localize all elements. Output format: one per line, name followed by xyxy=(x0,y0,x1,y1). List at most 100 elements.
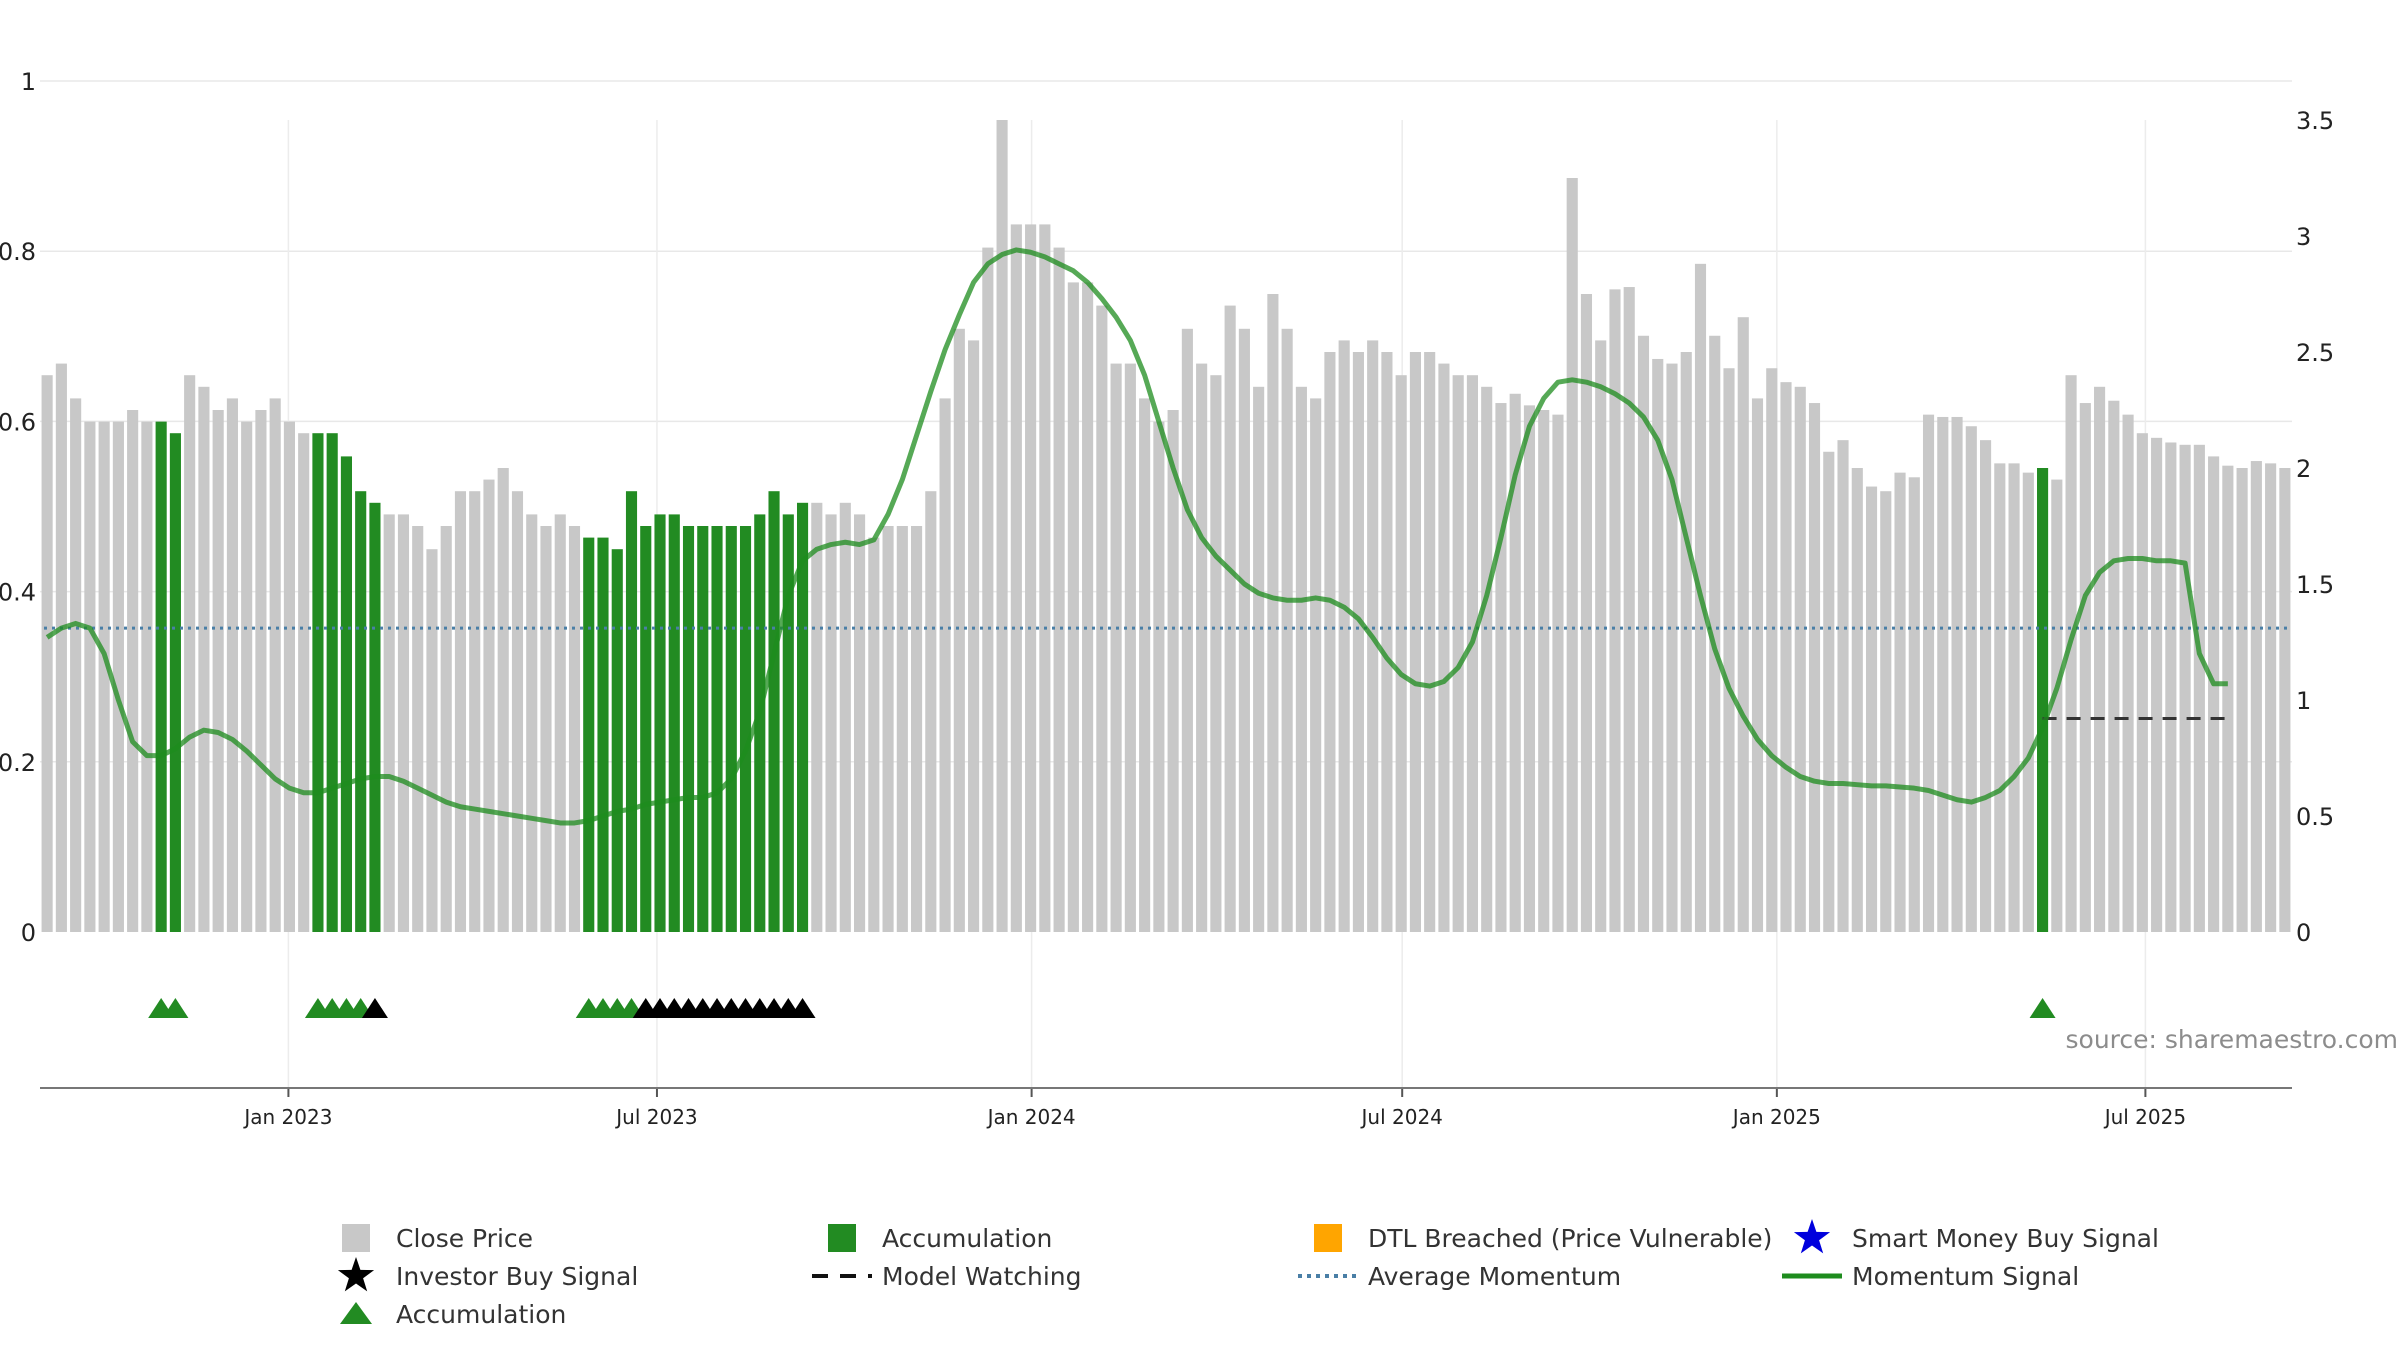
close-price-bar xyxy=(2122,414,2134,932)
close-price-bar xyxy=(1723,368,1735,932)
accumulation-bar xyxy=(369,502,381,932)
legend-swatch-dtl xyxy=(1314,1224,1342,1252)
close-price-bar xyxy=(198,386,210,932)
close-price-bar xyxy=(1067,282,1079,932)
right-axis-tick-label: 0 xyxy=(2296,919,2311,947)
accumulation-bar xyxy=(611,549,623,932)
legend-label: Smart Money Buy Signal xyxy=(1852,1224,2159,1253)
x-axis-tick-label: Jan 2025 xyxy=(1731,1105,1821,1129)
close-price-bar xyxy=(1509,393,1521,932)
close-price-bar xyxy=(2136,433,2148,932)
accumulation-bar xyxy=(155,421,167,932)
accumulation-bar xyxy=(654,514,666,932)
close-price-bar xyxy=(2008,463,2020,932)
legend-label: Accumulation xyxy=(396,1300,566,1329)
close-price-bar xyxy=(1609,289,1621,932)
close-price-bar xyxy=(1823,451,1835,932)
accumulation-bar xyxy=(597,537,609,932)
x-axis-tick-label: Jan 2023 xyxy=(242,1105,332,1129)
momentum-signal-line xyxy=(45,247,2228,826)
left-axis-tick-label: 0.4 xyxy=(0,579,36,607)
close-price-bar xyxy=(2208,456,2220,932)
close-price-bar xyxy=(383,514,395,932)
legend: Close Price Accumulation DTL Breached (Pri… xyxy=(337,1219,2159,1329)
close-price-bar xyxy=(454,491,467,932)
signal-markers xyxy=(148,998,2056,1018)
legend-label: Average Momentum xyxy=(1368,1262,1621,1291)
close-price-bar xyxy=(1196,363,1208,933)
close-price-bar xyxy=(1481,386,1493,932)
close-price-bar xyxy=(1666,363,1678,933)
close-price-bar xyxy=(426,549,438,932)
close-price-bar xyxy=(568,526,581,932)
right-axis-tick-label: 2 xyxy=(2296,455,2311,483)
close-price-bar xyxy=(1794,386,1806,932)
legend-label: Investor Buy Signal xyxy=(396,1262,638,1291)
close-price-bar xyxy=(2179,444,2191,932)
close-price-bar xyxy=(526,514,538,932)
close-price-bar xyxy=(1523,405,1536,932)
close-price-bar xyxy=(1139,398,1151,932)
accumulation-bar xyxy=(796,502,809,932)
close-price-bar xyxy=(1538,410,1550,932)
close-price-bar xyxy=(982,247,994,933)
close-price-bar xyxy=(1053,247,1065,933)
close-price-bar xyxy=(2250,461,2262,932)
close-price-bar xyxy=(397,514,410,932)
close-price-bar xyxy=(1580,294,1593,932)
accumulation-bar xyxy=(355,491,367,932)
close-price-bar xyxy=(1709,335,1721,932)
left-axis-tick-label: 1 xyxy=(21,68,36,96)
close-price-bar xyxy=(1310,398,1322,932)
accumulation-triangle xyxy=(2029,998,2056,1018)
close-price-bar xyxy=(412,526,424,932)
close-price-bar xyxy=(1894,472,1906,932)
close-price-bar xyxy=(853,514,866,932)
close-price-bar xyxy=(483,479,495,932)
close-price-bar xyxy=(1395,375,1407,932)
legend-label: Close Price xyxy=(396,1224,533,1253)
close-price-bar xyxy=(811,502,823,932)
close-price-bar xyxy=(1566,178,1578,932)
accumulation-bar xyxy=(169,433,181,932)
close-price-bar xyxy=(1937,416,1949,933)
close-price-bar xyxy=(2265,463,2277,932)
close-price-bar xyxy=(127,410,139,932)
close-price-bar xyxy=(2222,465,2234,932)
accumulation-triangle xyxy=(162,998,189,1018)
close-price-bar xyxy=(241,421,253,932)
close-price-bar xyxy=(925,491,937,932)
close-price-bar xyxy=(1452,375,1464,932)
axes: 0 0.2 0.4 0.6 0.8 1 0 0.5 1 1.5 2 2.5 3 3.5 Jan 2023 Ju… xyxy=(0,68,2334,1129)
accumulation-bar xyxy=(768,491,780,932)
legend-triangle-accumulation xyxy=(340,1302,372,1324)
close-price-bar xyxy=(1865,486,1878,932)
close-price-bar xyxy=(1324,352,1336,932)
left-axis-tick-label: 0.2 xyxy=(0,749,36,777)
close-price-bar xyxy=(1110,363,1122,933)
close-price-bar xyxy=(1181,328,1193,932)
close-price-bar xyxy=(226,398,238,932)
momentum-lines xyxy=(44,247,2292,826)
close-price-bar xyxy=(440,526,452,932)
close-price-bar xyxy=(1352,352,1364,932)
close-price-bar xyxy=(255,410,267,932)
close-price-bar xyxy=(55,363,67,933)
accumulation-bar xyxy=(668,514,680,932)
accumulation-bar xyxy=(312,433,324,932)
close-price-bar xyxy=(1880,491,1892,932)
close-price-bar xyxy=(1010,224,1022,932)
close-price-bar xyxy=(2079,403,2091,932)
right-axis-tick-label: 1.5 xyxy=(2296,571,2334,599)
close-price-bar xyxy=(1025,224,1037,932)
accumulation-bar xyxy=(782,514,794,932)
close-price-bar xyxy=(1595,340,1607,932)
close-price-bar xyxy=(1224,305,1236,933)
close-price-bar xyxy=(939,398,951,932)
close-price-bar xyxy=(1238,328,1250,932)
close-price-bar xyxy=(2065,375,2077,932)
accumulation-bar xyxy=(711,526,723,932)
close-price-bar xyxy=(554,514,566,932)
close-price-bar xyxy=(1808,403,1821,932)
close-price-bar xyxy=(1267,294,1279,932)
